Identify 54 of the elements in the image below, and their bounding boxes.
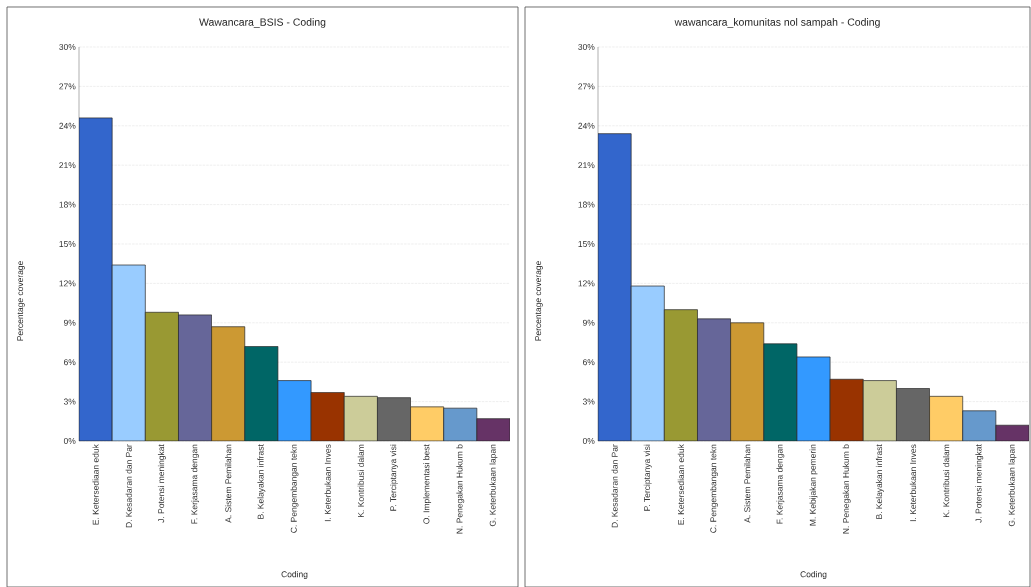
y-tick-label: 12% [578, 280, 595, 287]
y-tick-label: 9% [582, 319, 595, 326]
y-tick-label: 27% [578, 83, 595, 90]
x-tick-label: F. Kerjasama dengan [776, 444, 785, 524]
x-tick-label: E. Ketersediaan eduk [677, 444, 684, 525]
x-axis-title: Coding [281, 570, 308, 579]
chart-title: wawancara_komunitas nol sampah - Coding [674, 17, 880, 28]
y-tick-label: 18% [578, 201, 595, 208]
y-axis-title: Percentage coverage [535, 260, 543, 341]
chart-title: Wawancara_BSIS - Coding [199, 17, 326, 28]
x-tick-label: M. Kebijakan pemerin [809, 444, 818, 526]
y-tick-label: 0% [63, 437, 76, 444]
x-tick-label: B. Kelayakan infrast [875, 444, 884, 519]
y-tick-label: 15% [59, 240, 76, 247]
y-axis-title: Percentage coverage [17, 260, 25, 341]
x-tick-label: G. Keterbukaan lapan [489, 444, 498, 526]
x-tick-label: N. Penegakan Hukum b [842, 444, 851, 534]
x-tick-label: O. Implementasi best [423, 444, 432, 524]
x-tick-label: P. Terciptanya visi [390, 444, 398, 511]
y-tick-label: 0% [582, 437, 595, 444]
x-tick-label: G. Keterbukaan lapan [1008, 444, 1017, 526]
y-tick-label: 21% [578, 162, 595, 168]
y-tick-label: 12% [59, 280, 76, 287]
x-tick-label: D. Kesadaran dan Par [611, 444, 618, 528]
y-tick-label: 30% [578, 43, 595, 50]
x-tick-label: N. Penegakan Hukum b [456, 444, 465, 534]
x-axis-title: Coding [800, 570, 827, 579]
x-tick-label: J. Potensi meningkat [157, 444, 166, 523]
y-tick-label: 3% [63, 398, 76, 405]
x-tick-label: D. Kesadaran dan Par [125, 444, 132, 528]
y-tick-label: 15% [578, 240, 595, 247]
x-tick-label: I. Keterbukaan Inves [909, 444, 917, 521]
x-tick-label: P. Terciptanya visi [643, 444, 652, 511]
x-tick-label: K. Kontribusi dalam [943, 444, 950, 517]
x-tick-label: C. Pengembangan tekn [290, 444, 299, 533]
y-tick-label: 24% [59, 122, 76, 129]
x-tick-label: C. Pengembangan tekn [710, 444, 718, 533]
x-tick-label: A. Sistem Pemilahan [225, 444, 232, 523]
x-tick-label: F. Kerjasama dengan [191, 444, 199, 524]
x-tick-label: I. Keterbukaan Inves [324, 444, 331, 521]
y-tick-label: 21% [59, 162, 76, 168]
y-tick-label: 18% [59, 201, 76, 208]
x-tick-label: J. Potensi meningkat [975, 444, 984, 523]
y-tick-label: 30% [59, 43, 76, 50]
x-tick-label: B. Kelayakan infrast [257, 444, 266, 519]
y-tick-label: 9% [63, 319, 76, 326]
x-tick-label: K. Kontribusi dalam [357, 444, 364, 517]
y-tick-label: 27% [59, 83, 76, 90]
x-tick-label: A. Sistem Pemilahan [744, 444, 751, 523]
x-tick-label: E. Ketersediaan eduk [92, 444, 99, 525]
y-tick-label: 24% [578, 122, 595, 129]
y-tick-label: 3% [582, 398, 595, 405]
y-tick-label: 6% [583, 359, 595, 365]
y-tick-label: 6% [64, 359, 76, 365]
